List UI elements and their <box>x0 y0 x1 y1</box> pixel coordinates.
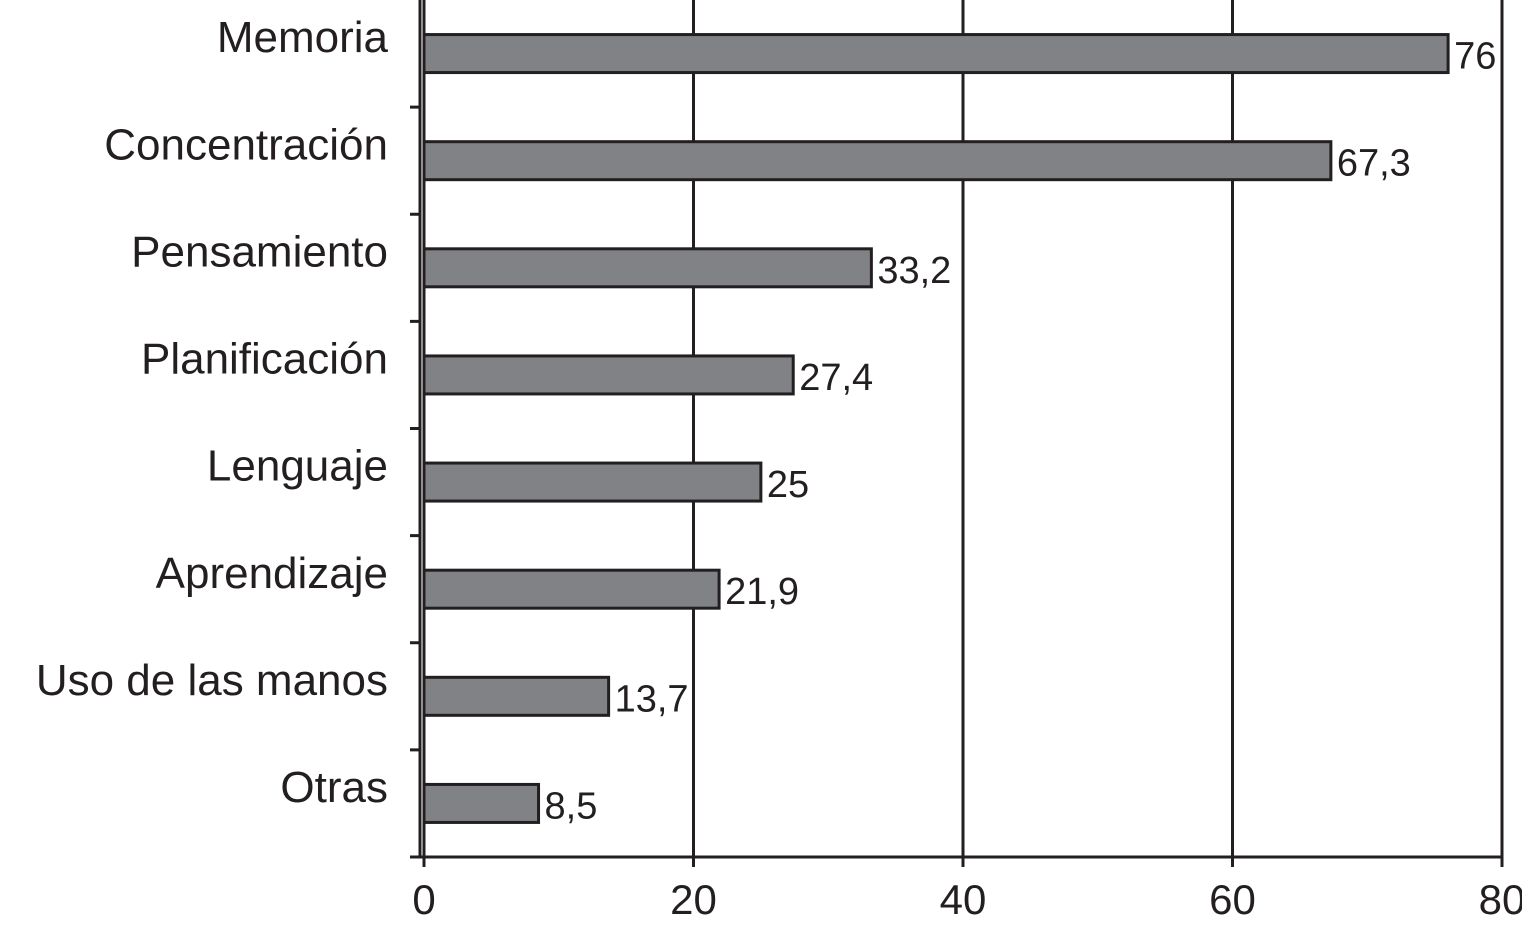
y-tick-label: Aprendizaje <box>156 549 388 598</box>
x-tick-label: 0 <box>412 876 435 923</box>
x-tick-label: 40 <box>940 876 987 923</box>
x-tick-label: 20 <box>670 876 717 923</box>
value-label: 33,2 <box>877 250 951 292</box>
value-label: 13,7 <box>615 678 689 720</box>
x-tick-label: 60 <box>1209 876 1256 923</box>
value-label: 67,3 <box>1337 143 1411 185</box>
value-label: 27,4 <box>799 357 873 399</box>
value-label: 25 <box>767 464 809 506</box>
bar <box>422 140 1333 182</box>
y-tick-label: Uso de las manos <box>36 656 388 705</box>
y-tick-label: Otras <box>280 763 388 812</box>
y-tick-label: Concentración <box>104 120 388 169</box>
value-label: 76 <box>1454 36 1496 78</box>
y-tick-label: Memoria <box>217 13 389 62</box>
bar <box>422 33 1450 75</box>
y-tick-label: Lenguaje <box>207 442 388 491</box>
bar <box>422 568 721 610</box>
bar <box>422 461 763 503</box>
x-tick-label: 80 <box>1479 876 1522 923</box>
bar <box>422 675 611 717</box>
value-label: 21,9 <box>725 571 799 613</box>
value-label: 8,5 <box>545 785 598 827</box>
y-tick-label: Pensamiento <box>131 227 388 276</box>
bar <box>422 782 541 824</box>
y-tick-label: Planificación <box>141 335 388 384</box>
bar <box>422 354 795 396</box>
bar <box>422 247 873 289</box>
